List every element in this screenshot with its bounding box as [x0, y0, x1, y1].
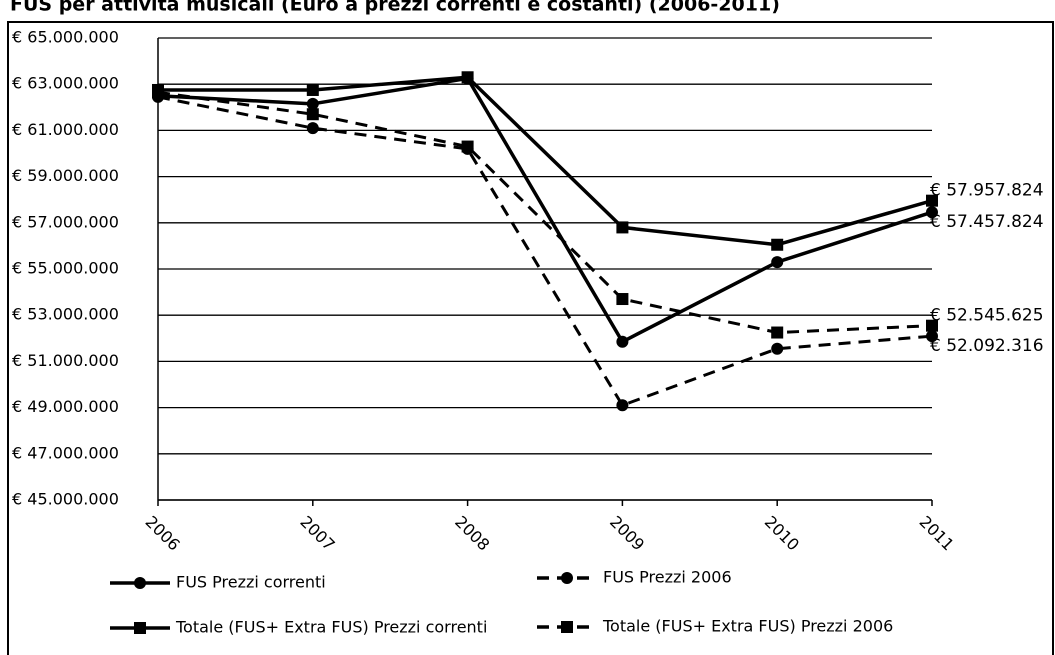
- point: [306, 83, 319, 96]
- legend-label: Totale (FUS+ Extra FUS) Prezzi 2006: [602, 617, 893, 636]
- point: [306, 97, 319, 110]
- point: [616, 399, 629, 412]
- chart-title: FUS per attività musicali (Euro a prezzi…: [10, 0, 780, 16]
- point: [134, 577, 146, 589]
- point: [461, 140, 474, 153]
- series-line: [158, 75, 933, 247]
- point: [771, 342, 784, 355]
- point: [152, 86, 164, 99]
- legend-label: Totale (FUS+ Extra FUS) Prezzi correnti: [175, 618, 487, 637]
- point: [306, 108, 319, 121]
- point: [616, 221, 629, 234]
- x-tick-label: 2008: [451, 512, 493, 554]
- x-tick-label: 2006: [142, 512, 184, 554]
- data-label: € 52.545.625: [930, 306, 1044, 326]
- data-label: € 57.457.824: [930, 212, 1044, 232]
- data-label: € 52.092.316: [930, 336, 1044, 356]
- point: [306, 122, 319, 135]
- point: [771, 256, 784, 269]
- series-line: [157, 95, 933, 407]
- y-tick-label: € 55.000.000: [12, 259, 119, 278]
- y-tick-label: € 49.000.000: [12, 397, 119, 416]
- point: [771, 238, 784, 251]
- data-label: € 57.957.824: [930, 181, 1044, 201]
- point: [561, 621, 573, 633]
- x-tick-label: 2011: [916, 512, 958, 554]
- point: [134, 622, 146, 634]
- point: [926, 194, 938, 207]
- point: [561, 572, 573, 584]
- y-tick-label: € 47.000.000: [12, 443, 119, 462]
- point: [926, 319, 938, 332]
- point: [616, 335, 629, 348]
- x-tick-label: 2009: [606, 512, 648, 554]
- y-tick-label: € 45.000.000: [12, 490, 119, 509]
- y-tick-label: € 59.000.000: [12, 166, 119, 185]
- point: [771, 326, 784, 339]
- legend-label: FUS Prezzi correnti: [176, 573, 326, 592]
- point: [926, 330, 938, 343]
- chart-frame: [7, 21, 1054, 655]
- y-tick-label: € 65.000.000: [12, 28, 119, 47]
- legend-label: FUS Prezzi 2006: [603, 568, 732, 587]
- y-tick-label: € 63.000.000: [12, 74, 119, 93]
- y-tick-label: € 57.000.000: [12, 212, 119, 231]
- y-tick-label: € 53.000.000: [12, 305, 119, 324]
- y-tick-label: € 61.000.000: [12, 120, 119, 139]
- series-line: [157, 90, 933, 335]
- point: [926, 206, 938, 219]
- series-line: [157, 76, 933, 344]
- point: [461, 71, 474, 84]
- point: [616, 293, 629, 306]
- x-tick-label: 2007: [296, 512, 338, 554]
- y-tick-label: € 51.000.000: [12, 351, 119, 370]
- x-tick-label: 2010: [761, 512, 803, 554]
